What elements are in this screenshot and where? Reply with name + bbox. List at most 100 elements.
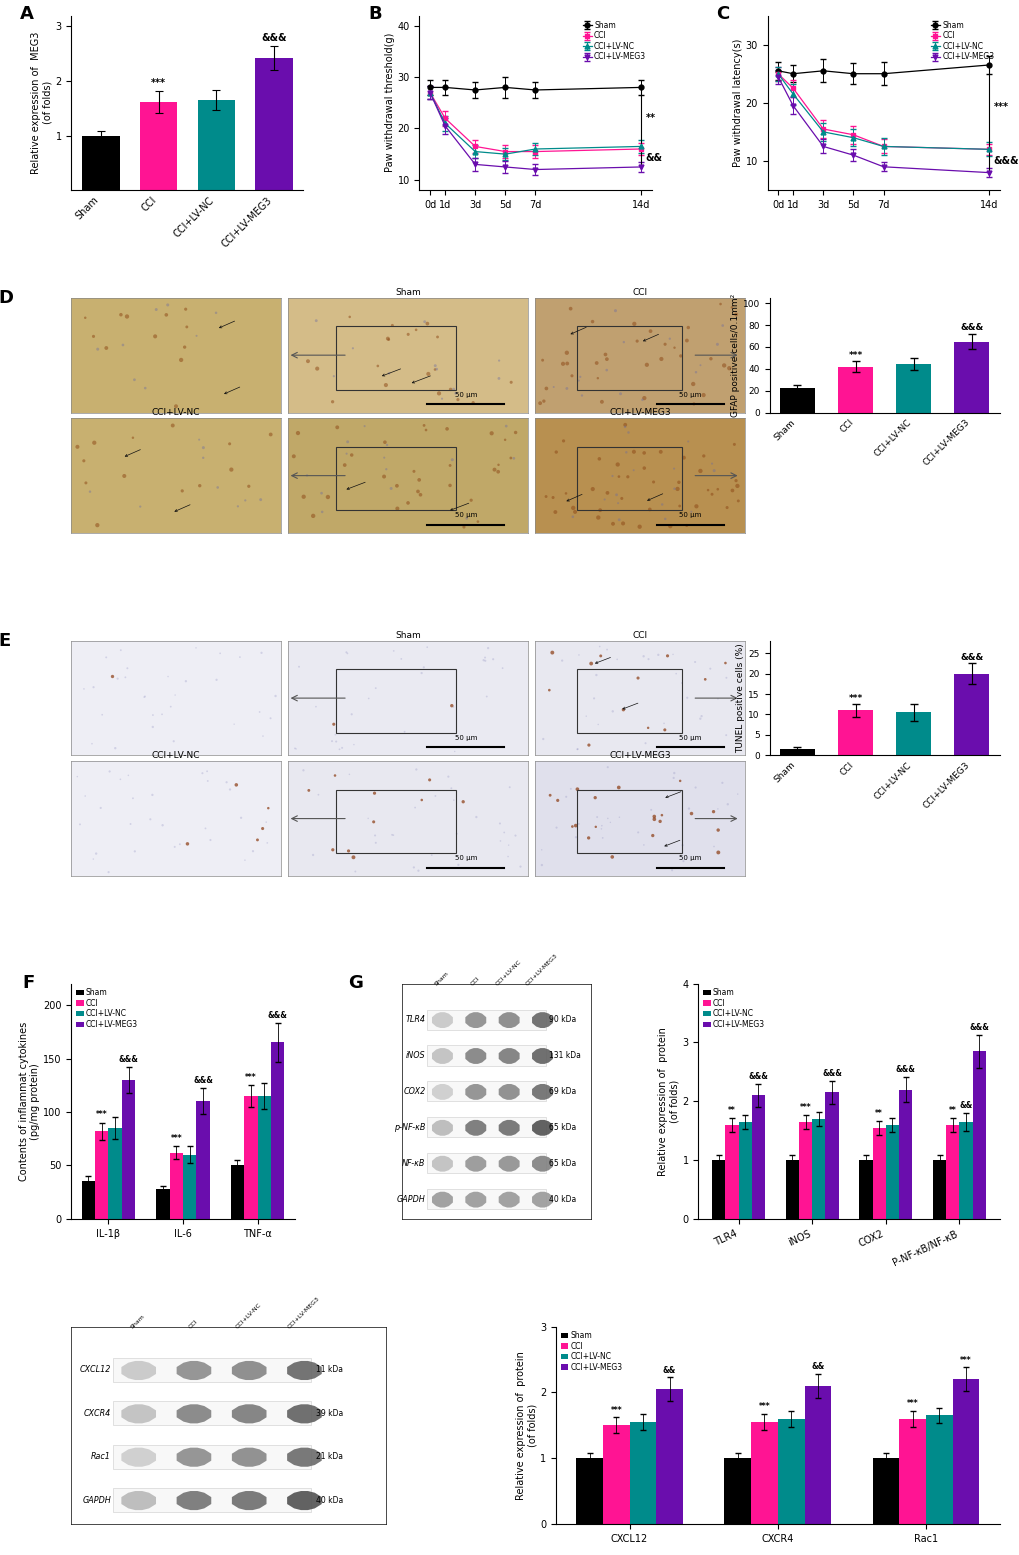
Point: [345, 732, 362, 757]
Point: [77, 471, 94, 496]
Text: 21 kDa: 21 kDa: [316, 1452, 343, 1462]
Point: [598, 347, 614, 372]
Point: [459, 505, 475, 530]
Point: [380, 361, 396, 386]
Bar: [140, 101, 177, 190]
Point: [85, 846, 101, 871]
Point: [553, 648, 570, 673]
Point: [376, 429, 392, 454]
Text: ***: ***: [151, 78, 166, 87]
Point: [567, 499, 583, 524]
Point: [490, 365, 506, 390]
Text: ***: ***: [758, 1403, 769, 1412]
Point: [583, 652, 599, 676]
Point: [419, 311, 435, 336]
Point: [637, 731, 653, 756]
Point: [688, 494, 704, 519]
Point: [728, 468, 744, 493]
Point: [642, 798, 658, 823]
Point: [252, 700, 268, 725]
Point: [665, 476, 682, 501]
Point: [599, 480, 615, 505]
Point: [86, 431, 102, 456]
Point: [326, 764, 342, 788]
Point: [299, 463, 315, 488]
Point: [365, 810, 381, 835]
Point: [687, 774, 703, 799]
Point: [705, 833, 721, 858]
Point: [594, 826, 610, 851]
Point: [644, 823, 660, 847]
Point: [228, 773, 245, 798]
Point: [616, 414, 633, 439]
Text: E: E: [0, 631, 10, 650]
Bar: [335, 669, 455, 732]
Point: [428, 356, 444, 381]
Point: [495, 819, 512, 844]
Point: [483, 421, 499, 446]
Point: [714, 313, 731, 337]
Text: 131 kDa: 131 kDa: [549, 1051, 581, 1061]
Point: [656, 331, 673, 356]
Point: [718, 494, 735, 519]
Point: [176, 334, 193, 359]
Point: [117, 666, 133, 690]
Point: [137, 376, 153, 401]
Point: [380, 327, 396, 351]
Point: [69, 764, 86, 788]
Bar: [723, 1459, 750, 1524]
Point: [717, 666, 734, 690]
Point: [260, 796, 276, 821]
Point: [289, 420, 306, 445]
Point: [692, 459, 708, 484]
Point: [606, 299, 623, 323]
Point: [240, 474, 257, 499]
Point: [726, 432, 742, 457]
Point: [429, 325, 445, 350]
Point: [178, 314, 195, 339]
Point: [558, 351, 575, 376]
Point: [478, 684, 494, 709]
Point: [593, 389, 609, 414]
Point: [603, 463, 620, 488]
Point: [571, 812, 587, 837]
Point: [558, 376, 575, 401]
Point: [475, 648, 491, 673]
Legend: Sham, CCI, CCI+LV-NC, CCI+LV-MEG3: Sham, CCI, CCI+LV-NC, CCI+LV-MEG3: [559, 1331, 623, 1373]
Text: &&&: &&&: [118, 1054, 139, 1064]
Bar: [954, 342, 988, 412]
Point: [236, 488, 253, 513]
Point: [680, 429, 696, 454]
Text: GAPDH: GAPDH: [83, 1496, 111, 1505]
Point: [199, 759, 215, 784]
Point: [538, 376, 554, 401]
Bar: [182, 1155, 197, 1219]
Point: [262, 706, 278, 731]
Text: **: **: [645, 114, 655, 123]
Point: [449, 387, 466, 412]
Point: [496, 428, 513, 453]
Point: [109, 666, 125, 690]
Point: [535, 726, 551, 751]
Point: [192, 473, 208, 498]
Text: ***: ***: [993, 103, 1008, 112]
Bar: [872, 1459, 899, 1524]
Point: [399, 490, 416, 515]
Point: [162, 694, 178, 718]
Point: [94, 703, 110, 728]
Point: [367, 823, 383, 847]
Point: [119, 305, 136, 330]
Point: [729, 473, 745, 498]
Point: [377, 373, 393, 398]
Point: [615, 330, 632, 355]
Point: [598, 358, 614, 383]
Point: [492, 829, 508, 854]
Point: [592, 644, 608, 669]
Point: [223, 457, 239, 482]
Point: [683, 801, 699, 826]
Point: [584, 477, 600, 502]
Bar: [811, 1120, 824, 1219]
Point: [305, 843, 321, 868]
Text: ***: ***: [170, 1134, 181, 1143]
Bar: [780, 389, 814, 412]
